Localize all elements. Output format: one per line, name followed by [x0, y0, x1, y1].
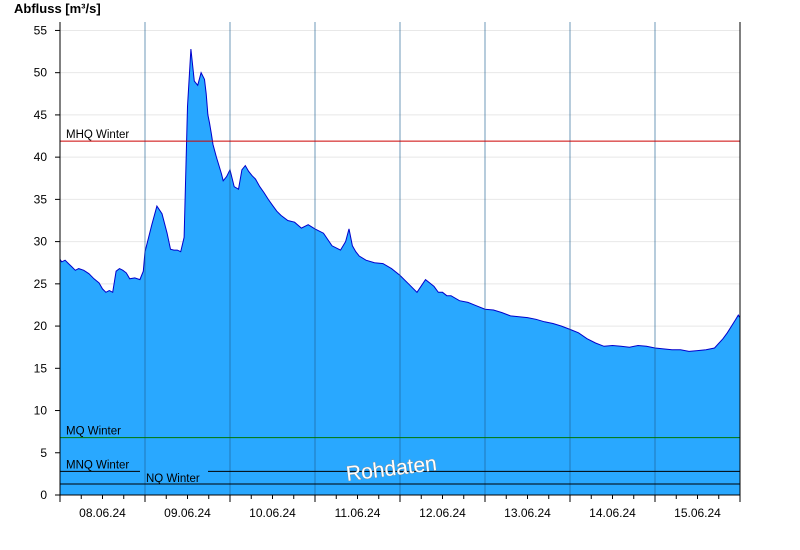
y-tick-label: 35 — [34, 192, 48, 206]
y-tick-label: 5 — [40, 446, 47, 460]
ref-line-label: MHQ Winter — [66, 129, 129, 141]
y-tick-label: 20 — [34, 319, 48, 333]
y-tick-label: 25 — [34, 277, 48, 291]
y-axis-title: Abfluss [m³/s] — [14, 1, 101, 16]
ref-line-label: MNQ Winter — [66, 459, 129, 471]
discharge-line — [59, 48, 741, 352]
ref-line-label: MQ Winter — [66, 426, 121, 438]
ref-line-label: NQ Winter — [146, 473, 200, 485]
y-tick-label: 30 — [34, 235, 48, 249]
y-tick-label: 40 — [34, 150, 48, 164]
y-tick-label: 45 — [34, 108, 48, 122]
y-tick-label: 15 — [34, 361, 48, 375]
y-tick-label: 50 — [34, 66, 48, 80]
y-tick-label: 0 — [40, 488, 47, 502]
x-tick-label: 08.06.24 — [79, 506, 126, 520]
reference-lines: MHQ Winter MQ Winter MNQ Winter NQ Winter — [60, 129, 740, 485]
x-tick-label: 15.06.24 — [674, 506, 721, 520]
y-tick-label: 10 — [34, 404, 48, 418]
x-tick-label: 14.06.24 — [589, 506, 636, 520]
day-separator-lines — [144, 22, 656, 495]
x-tick-label: 10.06.24 — [249, 506, 296, 520]
x-tick-label: 13.06.24 — [504, 506, 551, 520]
x-tick-label: 12.06.24 — [419, 506, 466, 520]
x-tick-label: 09.06.24 — [164, 506, 211, 520]
x-axis-ticks: 08.06.24 09.06.24 10.06.24 11.06.24 12.06.24… — [59, 495, 741, 520]
x-tick-label: 11.06.24 — [335, 506, 381, 520]
y-tick-label: 55 — [34, 23, 48, 37]
y-axis-ticks: 0 5 10 15 20 25 30 35 40 45 50 55 — [34, 23, 60, 502]
